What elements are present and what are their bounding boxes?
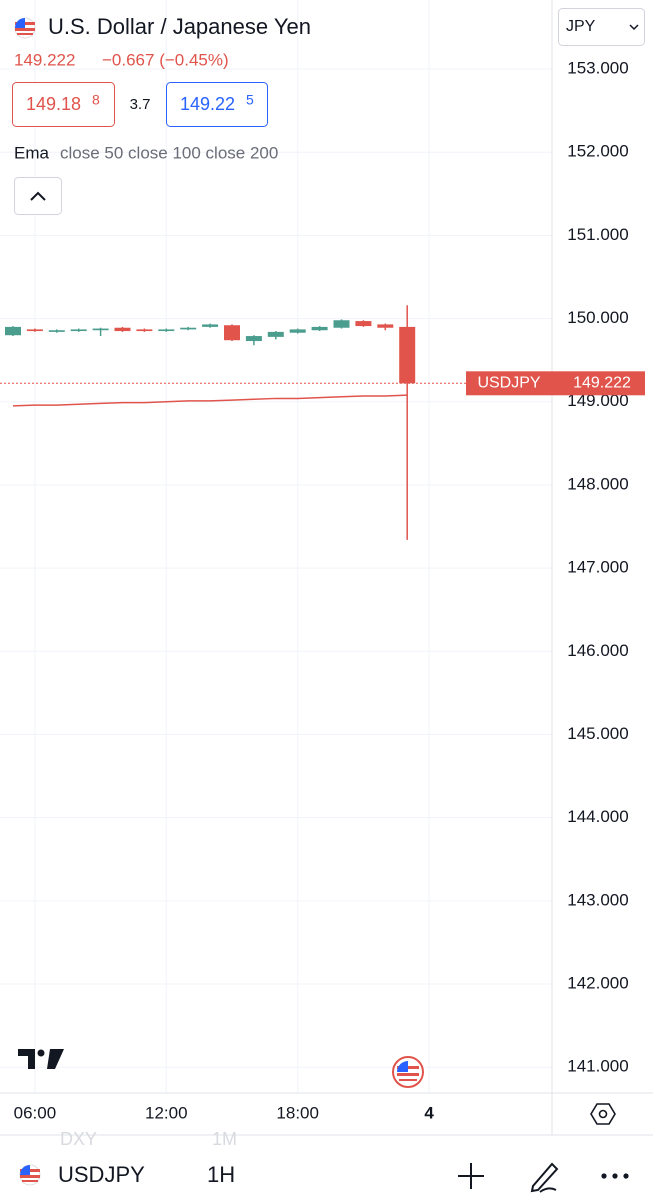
y-tick-label: 146.000 bbox=[567, 641, 628, 660]
draw-button[interactable] bbox=[530, 1162, 559, 1193]
symbol-title: U.S. Dollar / Japanese Yen bbox=[48, 14, 311, 39]
candle-body bbox=[48, 330, 65, 332]
more-button[interactable] bbox=[601, 1173, 629, 1179]
y-tick-label: 144.000 bbox=[567, 807, 628, 826]
last-price: 149.222 bbox=[14, 50, 75, 69]
y-tick-label: 152.000 bbox=[567, 142, 628, 161]
price-tag bbox=[466, 371, 645, 396]
bid-price: 149.18 bbox=[26, 94, 81, 114]
candle-body bbox=[158, 329, 175, 332]
candle-body bbox=[26, 329, 43, 332]
buy-button[interactable]: 149.22 5 bbox=[166, 82, 268, 127]
toolbar-interval[interactable]: 1H bbox=[207, 1162, 235, 1187]
y-tick-label: 143.000 bbox=[567, 890, 628, 909]
event-marker[interactable] bbox=[392, 1056, 424, 1088]
sell-button[interactable]: 149.18 8 bbox=[12, 82, 115, 127]
indicator-params: close 50 close 100 close 200 bbox=[60, 143, 278, 162]
x-tick-label: 12:00 bbox=[145, 1103, 188, 1122]
candle-body bbox=[355, 321, 372, 327]
candle-body bbox=[5, 326, 21, 336]
y-tick-label: 148.000 bbox=[567, 474, 628, 493]
candle-body bbox=[333, 320, 350, 328]
candle-body bbox=[70, 329, 87, 332]
candle-body bbox=[114, 327, 131, 332]
ask-pip: 5 bbox=[246, 92, 254, 108]
bid-pip: 8 bbox=[92, 92, 100, 108]
tv-logo bbox=[18, 1049, 64, 1069]
x-tick-label: 06:00 bbox=[14, 1103, 57, 1122]
candle-body bbox=[202, 324, 219, 327]
toolbar-flag bbox=[19, 1164, 41, 1186]
y-tick-label: 153.000 bbox=[567, 59, 628, 78]
add-button[interactable] bbox=[458, 1163, 484, 1189]
candle-body bbox=[399, 326, 416, 384]
collapse-button[interactable] bbox=[14, 177, 62, 215]
y-tick-label: 142.000 bbox=[567, 974, 628, 993]
currency-dropdown[interactable]: JPY bbox=[558, 8, 645, 46]
ask-price: 149.22 bbox=[180, 94, 235, 114]
candle-body bbox=[136, 329, 153, 332]
y-tick-label: 147.000 bbox=[567, 558, 628, 577]
spread: 3.7 bbox=[130, 96, 151, 113]
price-change: −0.667 (−0.45%) bbox=[102, 50, 229, 69]
candle-body bbox=[267, 331, 284, 337]
indicator-name: Ema bbox=[14, 143, 50, 162]
candle-body bbox=[311, 326, 328, 331]
price-tag-value: 149.222 bbox=[573, 375, 631, 392]
candle-body bbox=[289, 329, 306, 333]
candle-body bbox=[92, 328, 109, 331]
y-tick-label: 149.000 bbox=[567, 391, 628, 410]
x-tick-label: 18:00 bbox=[276, 1103, 319, 1122]
y-tick-label: 150.000 bbox=[567, 308, 628, 327]
x-tick-label: 4 bbox=[424, 1103, 434, 1122]
behind-symbol: DXY bbox=[60, 1129, 97, 1149]
currency: JPY bbox=[566, 18, 596, 35]
y-tick-label: 145.000 bbox=[567, 724, 628, 743]
price-tag-label: USDJPY bbox=[477, 375, 540, 392]
ema-line bbox=[12, 394, 408, 407]
y-tick-label: 151.000 bbox=[567, 225, 628, 244]
candle-body bbox=[224, 325, 240, 341]
toolbar-symbol[interactable]: USDJPY bbox=[58, 1162, 145, 1187]
y-tick-label: 141.000 bbox=[567, 1057, 628, 1076]
candle-body bbox=[180, 327, 197, 330]
symbol-flag bbox=[14, 17, 36, 39]
candle-body bbox=[377, 324, 394, 328]
behind-interval: 1M bbox=[212, 1129, 237, 1149]
settings-button[interactable] bbox=[590, 1103, 616, 1125]
candle-body bbox=[245, 336, 262, 342]
